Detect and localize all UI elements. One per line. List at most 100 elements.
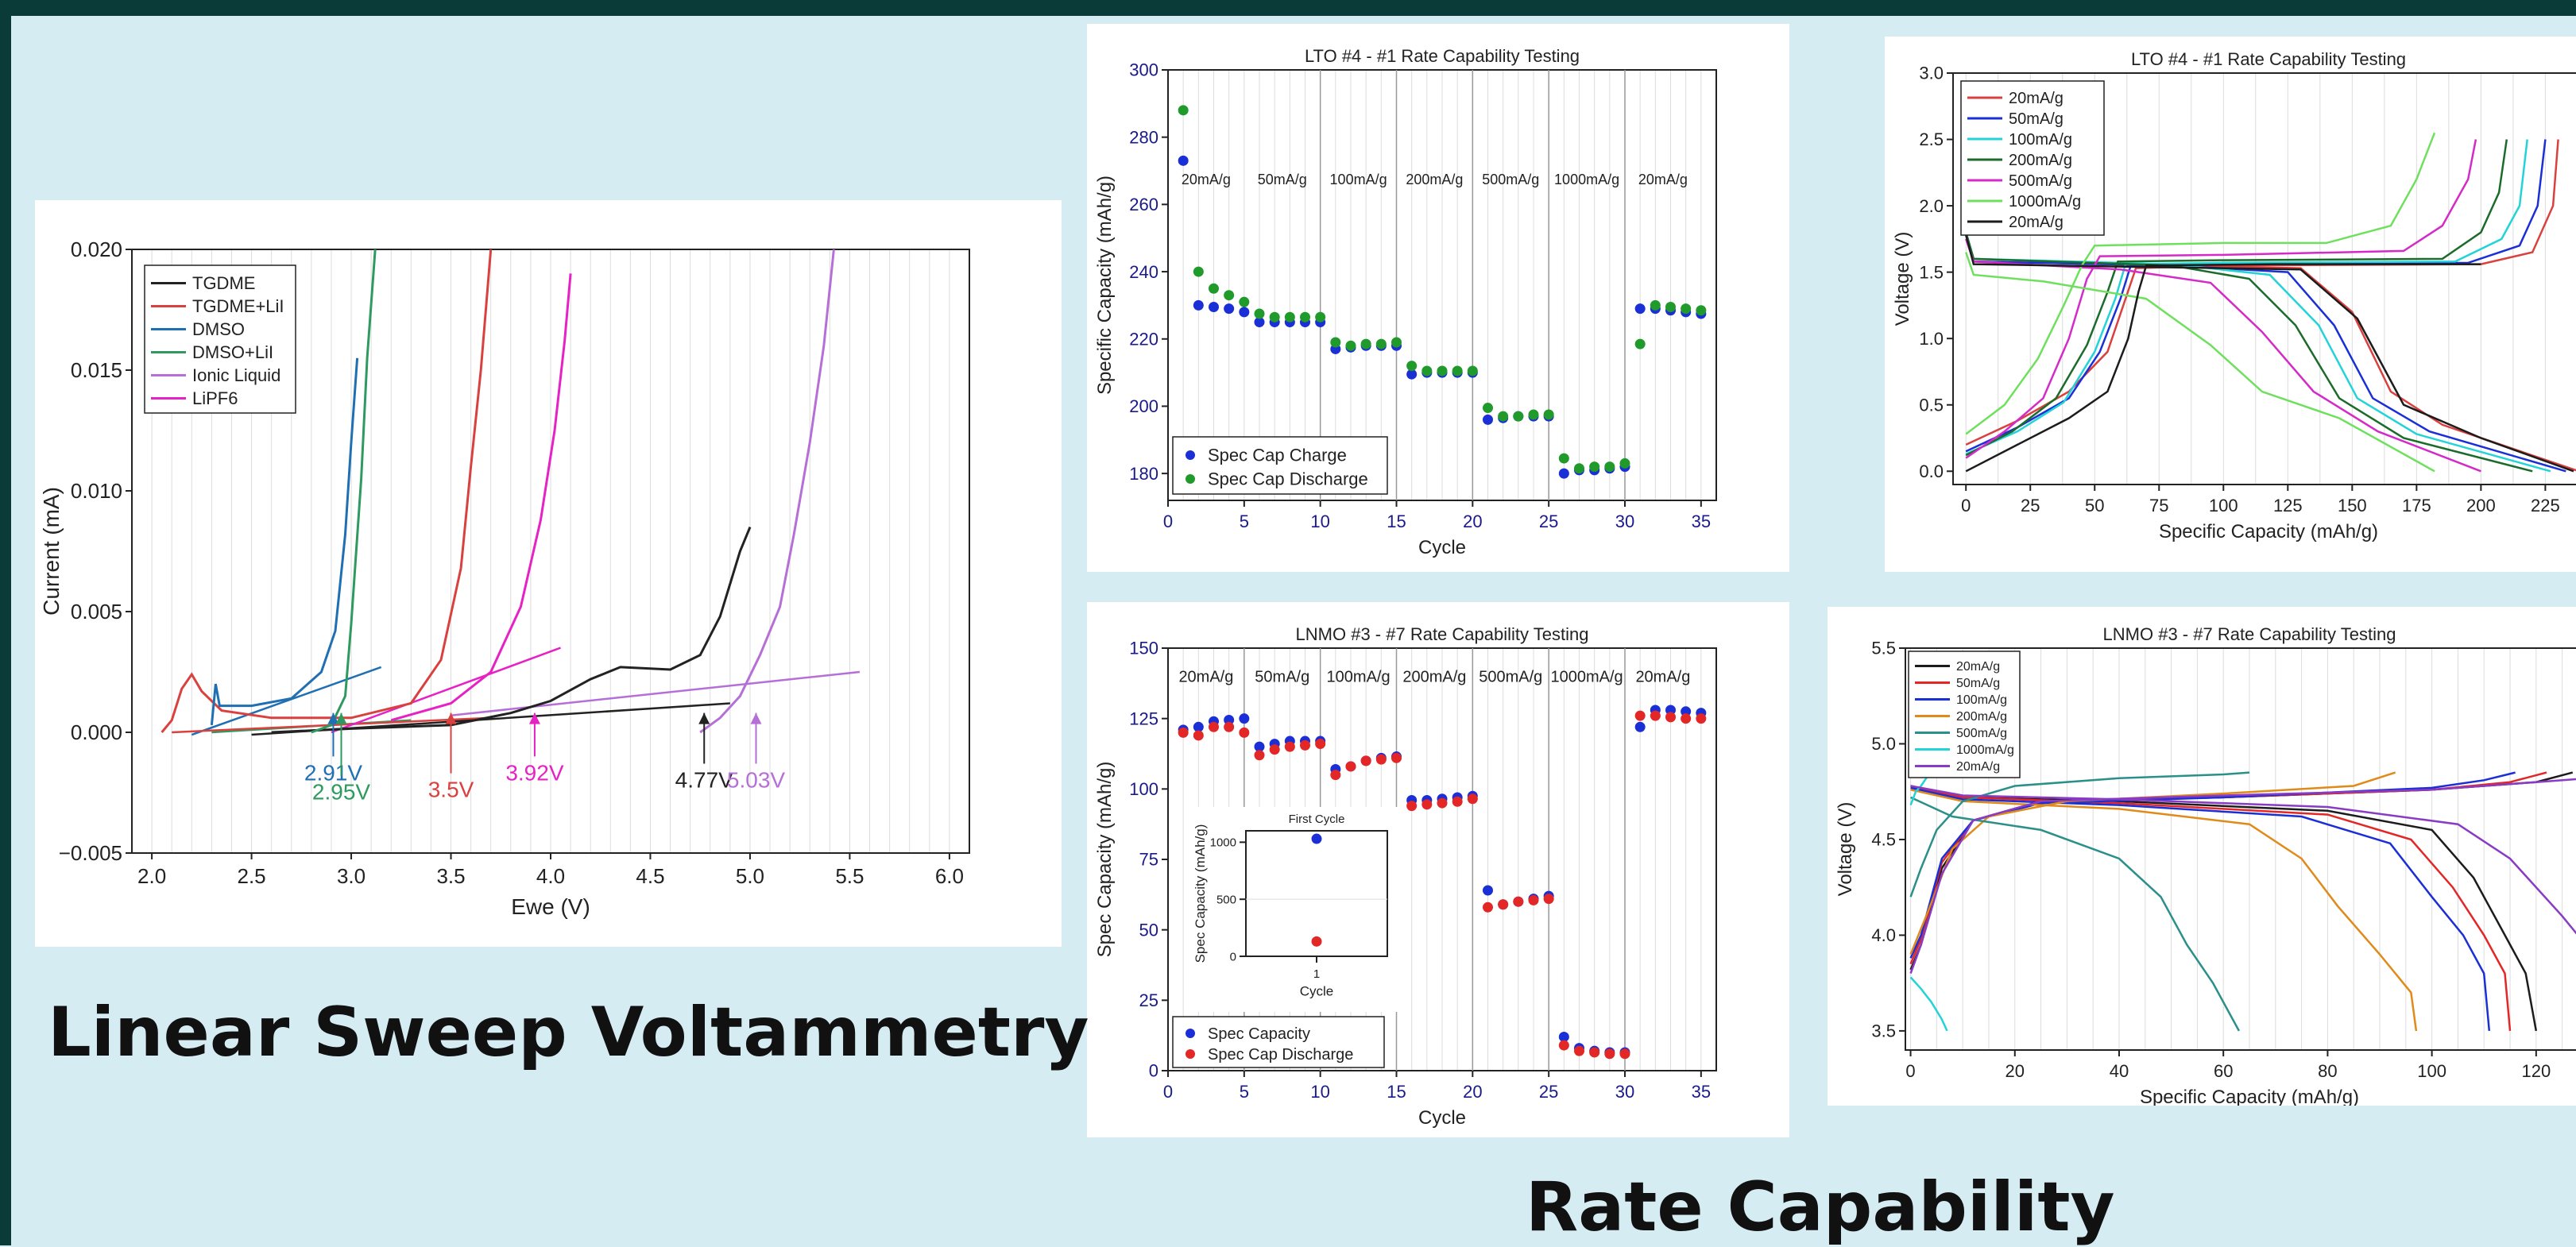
data-point [1406, 361, 1418, 372]
x-tick-label: 100 [2417, 1061, 2446, 1081]
legend-label: 20mA/g [1956, 660, 2000, 674]
data-point [1345, 340, 1356, 351]
tangent-line [331, 647, 561, 734]
legend-label: LiPF6 [192, 388, 238, 408]
legend-label: 20mA/g [2009, 214, 2064, 231]
data-point [1269, 744, 1280, 755]
data-point [1406, 801, 1418, 812]
data-point [1300, 311, 1310, 322]
data-point [1498, 411, 1509, 422]
data-point [1178, 727, 1189, 738]
data-point [1209, 302, 1219, 313]
data-point [1254, 317, 1265, 328]
lsv-curve [311, 249, 377, 734]
x-axis-label: Cycle [1418, 537, 1466, 558]
lnmo-voltage-chart-panel: 0 20 40 60 80 100 120 3.5 4.0 4.5 5.0 5.5 Specific C… [1828, 607, 2576, 1106]
y-tick-label: 180 [1129, 464, 1158, 484]
data-point [1665, 302, 1676, 313]
data-point [1543, 409, 1554, 420]
lto-voltage-chart-panel: 0 25 50 75 100 125 150 175 200 225 0.0 0.5 1.0 1.5 2.0… [1885, 37, 2576, 572]
data-point [1193, 299, 1204, 311]
legend-label: DMSO [192, 319, 245, 339]
legend-label: 500mA/g [1956, 727, 2007, 740]
legend-label: 1000mA/g [1956, 743, 2014, 757]
data-point [1681, 303, 1692, 315]
legend-label: 20mA/g [2009, 90, 2064, 107]
voltage-curve [1910, 796, 2240, 1032]
legend-label: Spec Cap Discharge [1208, 1046, 1353, 1064]
data-point [1284, 741, 1295, 752]
data-point [1437, 797, 1448, 809]
voltage-curve [1965, 139, 2508, 457]
y-axis-label: Voltage (V) [1892, 232, 1913, 326]
y-tick-label: 150 [1129, 639, 1158, 658]
y-tick-label: 0.020 [71, 237, 122, 261]
y-tick-label: 2.0 [1919, 196, 1944, 216]
data-point [1681, 713, 1692, 724]
plot-frame [1905, 647, 2576, 1051]
data-point [1634, 303, 1646, 315]
x-tick-label: 5 [1240, 512, 1249, 531]
x-tick-label: 120 [2521, 1061, 2551, 1081]
x-tick-label: 2.0 [137, 864, 166, 888]
chart-title: LTO #4 - #1 Rate Capability Testing [1305, 46, 1580, 66]
legend-box [1172, 436, 1388, 495]
y-tick-label: 1000 [1210, 836, 1236, 850]
x-tick-label: 0 [1905, 1061, 1915, 1081]
data-point [1269, 311, 1280, 322]
legend-label: DMSO+LiI [192, 342, 273, 362]
x-tick-label: 0 [1961, 496, 1971, 515]
y-tick-label: 200 [1129, 396, 1158, 416]
data-point [1391, 337, 1402, 348]
voltage-curve [1965, 263, 2481, 473]
lto-voltage-chart: 0 25 50 75 100 125 150 175 200 225 0.0 0.5 1.0 1.5 2.0… [1892, 49, 2576, 542]
annotation-label: 3.92V [505, 760, 563, 785]
legend-label: Spec Cap Discharge [1208, 469, 1368, 489]
voltage-curve [1964, 234, 2574, 473]
y-axis-label: Spec Capacity (mAh/g) [1193, 824, 1208, 963]
data-point [1574, 463, 1584, 474]
annotation-arrowhead [335, 712, 347, 724]
x-tick-label: 175 [2402, 496, 2431, 515]
region-label: 20mA/g [1638, 172, 1688, 187]
legend-label: 20mA/g [1956, 760, 2000, 774]
voltage-curve [1965, 132, 2436, 435]
data-point [1483, 901, 1493, 913]
x-tick-label: 125 [2273, 496, 2303, 515]
data-point [1696, 305, 1707, 316]
y-tick-label: 1.0 [1919, 329, 1944, 349]
y-tick-label: 5.5 [1871, 639, 1896, 658]
data-point [1254, 750, 1265, 761]
x-tick-label: 10 [1310, 1082, 1329, 1102]
x-tick-label: 150 [2338, 496, 2367, 515]
legend-label: TGDME [192, 273, 255, 293]
data-point [1178, 105, 1189, 116]
region-label: 20mA/g [1635, 669, 1690, 686]
legend-box [1172, 1016, 1385, 1068]
annotation-arrowhead [698, 712, 710, 724]
region-label: 200mA/g [1402, 669, 1466, 686]
y-tick-label: 240 [1129, 262, 1158, 282]
x-tick-label: 100 [2209, 496, 2238, 515]
legend-label: TGDME+LiI [192, 296, 284, 316]
voltage-curve [1965, 252, 2435, 473]
lsv-curve [699, 249, 835, 734]
lnmo-voltage-chart: 0 20 40 60 80 100 120 3.5 4.0 4.5 5.0 5.5 Specific C… [1835, 624, 2576, 1106]
x-axis-label: Ewe (V) [511, 894, 590, 919]
x-tick-label: 4.0 [536, 864, 565, 888]
y-tick-label: 260 [1129, 195, 1158, 214]
data-point [1483, 885, 1493, 896]
lto-rate-chart: 0 5 10 15 20 25 30 35 180 200 220 240 260 280 300 Cycle… [1094, 46, 1717, 558]
y-tick-label: 2.5 [1919, 129, 1944, 149]
x-tick-label: 6.0 [935, 864, 964, 888]
data-point [1421, 799, 1433, 810]
annotation-label: 2.91V [304, 760, 362, 785]
data-point [1543, 894, 1554, 905]
data-point [1665, 712, 1676, 723]
data-point [1634, 338, 1646, 349]
data-point [1391, 752, 1402, 763]
annotation-label: 3.5V [428, 778, 474, 802]
lsv-curve [390, 273, 572, 722]
y-tick-label: 0 [1149, 1061, 1158, 1081]
x-tick-label: 35 [1692, 512, 1711, 531]
